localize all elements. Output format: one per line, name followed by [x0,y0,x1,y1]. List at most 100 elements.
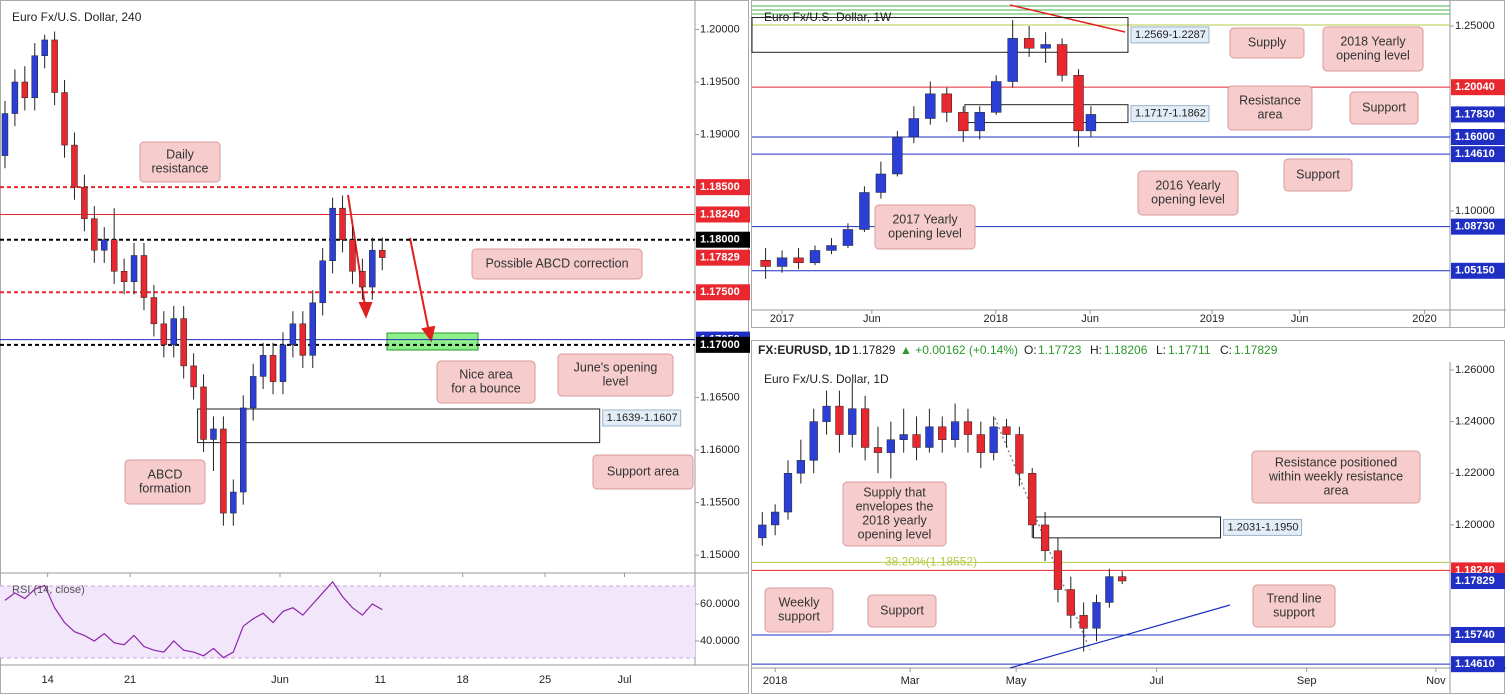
candle-body [1105,576,1114,603]
level-label-box [1451,656,1505,673]
callout [764,587,834,633]
candle-body [1066,589,1075,616]
candle-body [190,365,197,388]
x-tick-label: 25 [539,674,551,686]
callout [1283,158,1353,192]
level-label-box [696,249,750,266]
candle-body [249,376,257,409]
range-label: 1.1717-1.1862 [1135,108,1206,120]
y-tick-label: 1.19000 [700,128,740,140]
chart-title: Euro Fx/U.S. Dollar, 1D [764,372,889,386]
symbol: FX:EURUSD, 1D [758,343,850,357]
candle-body [1028,473,1037,526]
trend-line [1009,4,1126,33]
callout-text: area [1257,107,1282,121]
callout [471,248,643,280]
x-tick-label: May [1006,675,1027,687]
level-label: 1.15740 [1455,629,1495,641]
callout-text: resistance [152,161,209,175]
candle-body [989,426,998,453]
candle-body [859,192,870,230]
callout-text: opening level [1151,192,1225,206]
candle-body [809,421,818,461]
candle-body [359,271,366,288]
callout-text: envelopes the [856,499,934,513]
callout-text: 2016 Yearly [1155,178,1221,192]
level-label: 1.18500 [700,181,740,193]
level-label: 1.18000 [700,234,740,246]
o-label: O: [1024,343,1037,357]
candle-body [826,245,837,251]
x-tick-label: Jul [1150,675,1164,687]
candle-body [31,55,38,99]
y-tick-label: 1.19500 [700,76,740,88]
candle-body [41,39,48,56]
candle-body [329,207,336,261]
candle-body [220,428,227,514]
callout-text: level [603,374,629,388]
h-value: 1.18206 [1104,343,1148,357]
candle-body [760,260,771,267]
x-tick-label: Mar [901,675,920,687]
weekly-green-lines [752,5,1450,26]
candle-body [71,144,78,188]
candle-body [1007,38,1018,82]
c-value: 1.17829 [1234,343,1278,357]
arrow-head [358,302,373,319]
candle-body [925,93,936,119]
rsi-line [4,580,383,659]
callout-text: formation [139,481,191,495]
callout [874,204,976,250]
x-tick-label: 2020 [1412,313,1436,325]
candle-body [873,447,883,453]
callout-text: 2017 Yearly [892,212,958,226]
y-tick-label: 1.26000 [1455,364,1495,376]
level-label: 1.14610 [1455,148,1495,160]
candle-body [1023,38,1035,49]
x-tick-label: 2018 [984,313,1008,325]
level-label: 1.17829 [700,252,740,264]
level-label-box [1451,128,1505,145]
callout-text: Supply [1248,35,1287,49]
level-label: 1.17830 [1455,108,1495,120]
trend-line [1009,604,1231,669]
callout-text: within weekly resistance [1268,469,1403,483]
arrows [347,194,436,343]
level-label-box [1451,262,1505,279]
chart-title: Euro Fx/U.S. Dollar, 240 [12,10,142,24]
callout-text: opening level [1336,48,1410,62]
rsi-band [0,586,695,658]
candle-body [369,249,376,288]
y-tick-label: 1.20000 [1455,519,1495,531]
y-tick-label: 1.15000 [700,549,740,561]
candle-body [1092,602,1101,629]
candle-body [941,93,952,113]
x-tick-label: Sep [1297,675,1317,687]
x-tick-label: Nov [1426,675,1446,687]
candle-body [976,434,985,453]
y-tick-label: 1.24000 [1455,416,1495,428]
candle-body [91,218,98,251]
x-tick-label: Jun [863,313,881,325]
candle-body [974,112,985,132]
candle-body [822,405,831,422]
candle-body [180,318,187,367]
candle-body [892,136,903,175]
range-box [197,408,601,444]
callout-text: Support [880,603,924,617]
arrow [409,237,430,333]
candle-body [950,421,960,440]
range-label-box [1130,105,1210,123]
candle-body [230,491,237,514]
candle-body [835,405,844,435]
callout [1349,91,1419,125]
range-label: 1.1639-1.1607 [607,412,678,424]
callout-text: 2018 Yearly [1340,34,1406,48]
candle-body [130,255,138,283]
candle-body [240,407,247,493]
level-label-box [696,179,750,196]
candle-body [51,39,58,93]
level-label-box [696,284,750,301]
x-tick-label: 11 [375,674,386,686]
